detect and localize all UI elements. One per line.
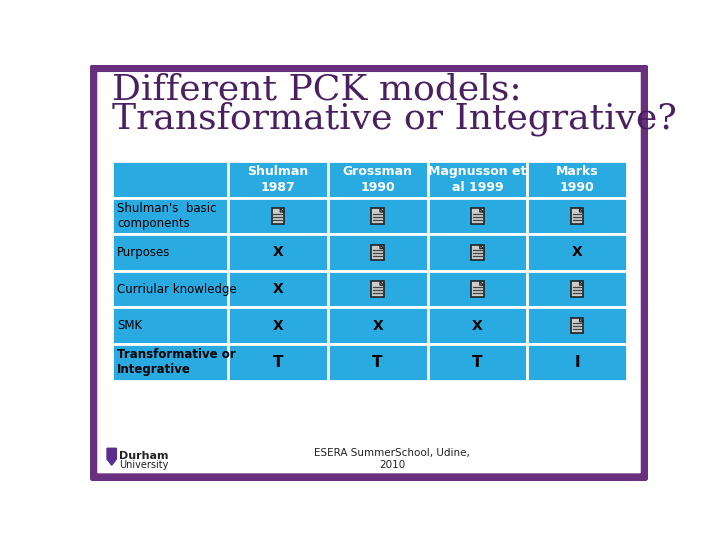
- Polygon shape: [480, 208, 484, 212]
- Bar: [112, 161, 228, 198]
- Bar: [428, 234, 527, 271]
- Text: Shulman's  basic
components: Shulman's basic components: [117, 202, 217, 230]
- Text: X: X: [272, 246, 283, 260]
- Text: X: X: [472, 319, 483, 333]
- Bar: [527, 271, 627, 307]
- Bar: [428, 307, 527, 344]
- Polygon shape: [580, 208, 583, 212]
- Polygon shape: [580, 318, 583, 322]
- Bar: [112, 271, 228, 307]
- Text: Marks
1990: Marks 1990: [556, 165, 598, 194]
- Text: I: I: [575, 355, 580, 370]
- Text: Purposes: Purposes: [117, 246, 171, 259]
- Text: X: X: [572, 246, 582, 260]
- Bar: [228, 307, 328, 344]
- Bar: [527, 198, 627, 234]
- Text: Different PCK models:: Different PCK models:: [112, 72, 521, 106]
- Bar: [428, 271, 527, 307]
- Bar: [112, 344, 228, 381]
- Text: Grossman
1990: Grossman 1990: [343, 165, 413, 194]
- FancyBboxPatch shape: [93, 68, 645, 477]
- Bar: [527, 307, 627, 344]
- Text: T: T: [472, 355, 482, 370]
- Bar: [428, 161, 527, 198]
- Bar: [228, 198, 328, 234]
- Bar: [571, 281, 583, 297]
- Bar: [328, 161, 428, 198]
- Bar: [428, 198, 527, 234]
- Polygon shape: [580, 281, 583, 285]
- Bar: [328, 271, 428, 307]
- Bar: [271, 208, 284, 224]
- Bar: [328, 344, 428, 381]
- Bar: [471, 245, 484, 260]
- Text: University: University: [119, 460, 168, 470]
- Text: ESERA SummerSchool, Udine,
2010: ESERA SummerSchool, Udine, 2010: [315, 448, 470, 470]
- Text: Transformative or
Integrative: Transformative or Integrative: [117, 348, 235, 376]
- Bar: [112, 198, 228, 234]
- Polygon shape: [107, 448, 117, 465]
- Bar: [571, 318, 583, 333]
- Polygon shape: [480, 281, 484, 285]
- Bar: [471, 208, 484, 224]
- Text: T: T: [273, 355, 283, 370]
- Bar: [471, 281, 484, 297]
- Text: Magnusson et
al 1999: Magnusson et al 1999: [428, 165, 526, 194]
- Text: X: X: [272, 319, 283, 333]
- Bar: [571, 208, 583, 224]
- Bar: [328, 307, 428, 344]
- Polygon shape: [280, 208, 284, 212]
- Polygon shape: [480, 245, 484, 248]
- Bar: [112, 307, 228, 344]
- Text: Shulman
1987: Shulman 1987: [247, 165, 308, 194]
- Polygon shape: [380, 208, 384, 212]
- Bar: [428, 344, 527, 381]
- Text: Curriular knowledge: Curriular knowledge: [117, 282, 237, 295]
- Bar: [328, 234, 428, 271]
- Bar: [527, 234, 627, 271]
- Bar: [527, 344, 627, 381]
- Bar: [372, 208, 384, 224]
- Polygon shape: [380, 245, 384, 248]
- Text: X: X: [272, 282, 283, 296]
- Text: T: T: [372, 355, 383, 370]
- Bar: [228, 234, 328, 271]
- Text: SMK: SMK: [117, 319, 143, 332]
- Bar: [228, 161, 328, 198]
- Text: Durham: Durham: [119, 451, 168, 461]
- Bar: [328, 198, 428, 234]
- Bar: [372, 281, 384, 297]
- Text: X: X: [372, 319, 383, 333]
- Text: Transformative or Integrative?: Transformative or Integrative?: [112, 102, 677, 136]
- Bar: [372, 245, 384, 260]
- Bar: [228, 271, 328, 307]
- Bar: [228, 344, 328, 381]
- Bar: [527, 161, 627, 198]
- Polygon shape: [380, 281, 384, 285]
- Bar: [112, 234, 228, 271]
